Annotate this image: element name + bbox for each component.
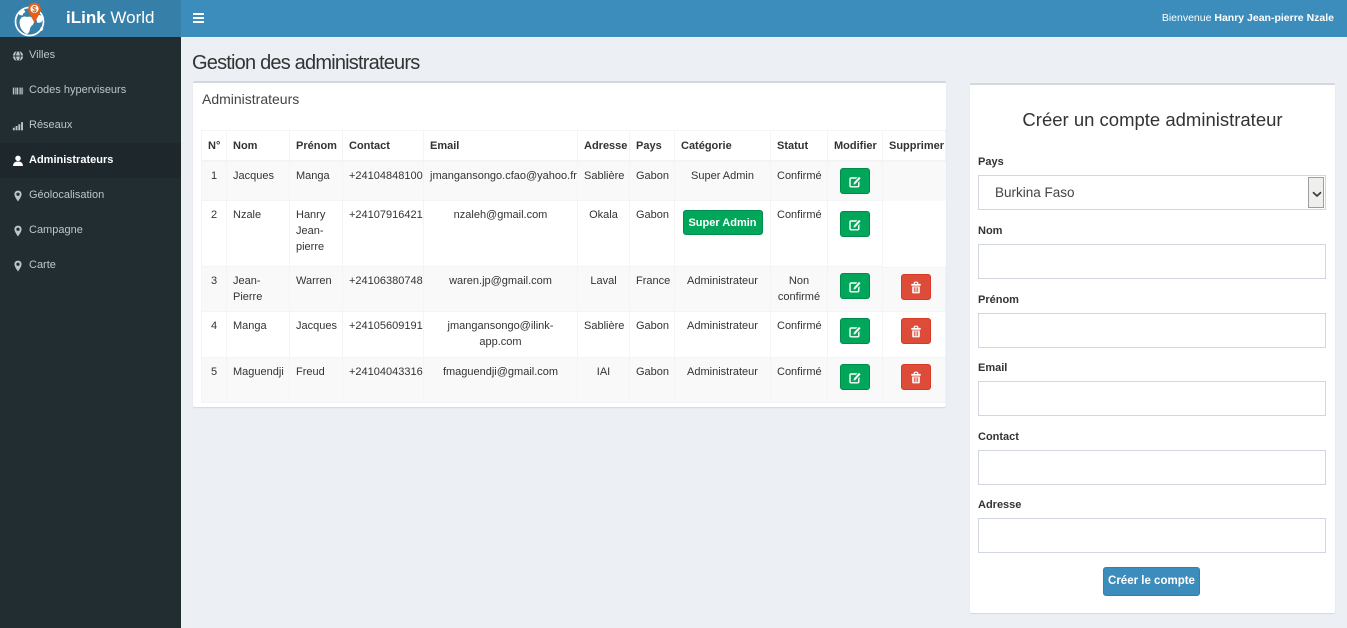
svg-text:$: $ [32, 5, 37, 14]
